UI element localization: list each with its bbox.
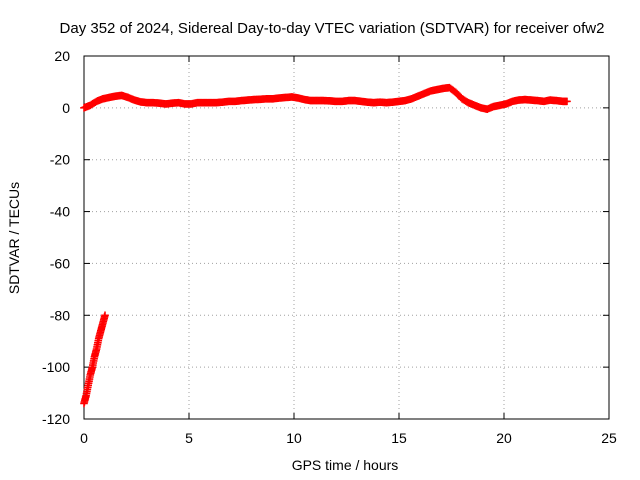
x-tick-label: 15 [391, 430, 407, 446]
y-tick-label: -100 [42, 359, 70, 375]
x-tick-label: 25 [601, 430, 617, 446]
y-axis-label: SDTVAR / TECUs [6, 182, 22, 294]
y-tick-labels: 20 0 -20 -40 -60 -80 -100 -120 [42, 48, 70, 427]
y-tick-label: 0 [62, 100, 70, 116]
grid [84, 56, 609, 419]
data-point [101, 311, 109, 320]
data-point [563, 97, 571, 106]
x-tick-label: 10 [286, 430, 302, 446]
axis-ticks [83, 55, 610, 420]
y-tick-label: -80 [50, 307, 70, 323]
y-tick-label: 20 [54, 48, 70, 64]
x-tick-labels: 0 5 10 15 20 25 [80, 430, 617, 446]
x-tick-label: 5 [185, 430, 193, 446]
y-tick-label: -120 [42, 411, 70, 427]
x-tick-label: 20 [496, 430, 512, 446]
y-tick-label: -40 [50, 204, 70, 220]
x-tick-label: 0 [80, 430, 88, 446]
x-axis-label: GPS time / hours [292, 457, 399, 473]
chart-title: Day 352 of 2024, Sidereal Day-to-day VTE… [60, 20, 605, 37]
y-tick-label: -60 [50, 255, 70, 271]
y-tick-label: -20 [50, 152, 70, 168]
data-points [80, 83, 571, 408]
plot-frame [83, 55, 610, 420]
